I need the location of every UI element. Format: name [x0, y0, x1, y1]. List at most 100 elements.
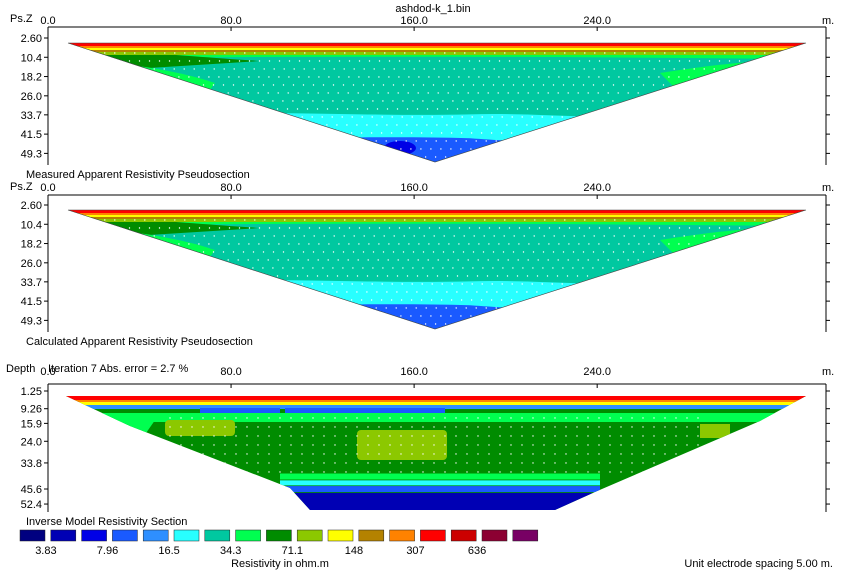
model-point	[378, 462, 380, 464]
model-point	[169, 462, 171, 464]
datum-point	[532, 100, 534, 102]
model-point	[422, 435, 424, 437]
datum-point	[321, 116, 323, 118]
datum-point	[524, 219, 526, 221]
datum-point	[248, 227, 251, 229]
datum-point	[542, 84, 545, 86]
panel-caption: Measured Apparent Resistivity Pseudosect…	[26, 169, 250, 181]
datum-point	[258, 60, 261, 62]
datum-point	[336, 275, 339, 277]
model-point	[290, 462, 292, 464]
model-point	[246, 417, 248, 419]
datum-point	[257, 92, 259, 94]
deep-blue-band	[280, 486, 600, 493]
datum-point	[612, 267, 614, 269]
model-point	[554, 453, 556, 455]
section-body	[68, 43, 806, 162]
y-tick-label: 10.4	[21, 219, 42, 231]
datum-point	[237, 92, 239, 94]
datum-point	[293, 68, 295, 70]
datum-point	[568, 76, 570, 78]
model-point	[631, 417, 633, 419]
datum-point	[304, 219, 306, 221]
datum-point	[408, 76, 410, 78]
datum-point	[368, 60, 371, 62]
deepest-layer	[280, 492, 600, 510]
model-point	[565, 435, 567, 437]
model-point	[224, 444, 226, 446]
x-tick-label: 240.0	[583, 366, 611, 378]
datum-point	[592, 267, 594, 269]
datum-point	[496, 124, 498, 126]
datum-point	[708, 60, 711, 62]
datum-point	[470, 132, 473, 134]
datum-point	[400, 132, 403, 134]
model-point	[675, 462, 677, 464]
datum-point	[507, 92, 509, 94]
datum-point	[452, 267, 454, 269]
datum-point	[467, 92, 469, 94]
datum-point	[228, 227, 231, 229]
datum-point	[364, 219, 366, 221]
datum-point	[262, 100, 264, 102]
datum-point	[183, 235, 185, 237]
datum-point	[375, 140, 377, 142]
datum-point	[372, 251, 375, 253]
datum-point	[307, 259, 309, 261]
datum-point	[412, 84, 415, 86]
datum-point	[644, 52, 646, 54]
surface-yellow	[68, 48, 806, 50]
datum-point	[502, 100, 504, 102]
model-point	[290, 453, 292, 455]
model-point	[510, 435, 512, 437]
model-point	[675, 444, 677, 446]
datum-point	[248, 60, 251, 62]
legend-swatch	[389, 529, 415, 542]
datum-point	[567, 259, 569, 261]
datum-point	[637, 259, 639, 261]
y-tick-label: 33.7	[21, 110, 42, 122]
model-point	[378, 426, 380, 428]
datum-point	[208, 243, 210, 245]
datum-point	[358, 60, 361, 62]
model-point	[422, 462, 424, 464]
datum-point	[573, 68, 575, 70]
model-point	[389, 462, 391, 464]
datum-point	[272, 251, 275, 253]
datum-point	[618, 227, 621, 229]
datum-point	[308, 60, 311, 62]
datum-point	[268, 76, 270, 78]
datum-point	[312, 267, 314, 269]
datum-point	[486, 108, 489, 110]
x-tick-label: 80.0	[220, 366, 241, 378]
datum-point	[430, 315, 432, 317]
datum-point	[448, 60, 451, 62]
datum-point	[481, 283, 483, 285]
datum-point	[603, 235, 605, 237]
model-point	[576, 471, 578, 473]
datum-point	[362, 84, 365, 86]
datum-point	[577, 92, 579, 94]
datum-point	[425, 140, 427, 142]
model-point	[213, 453, 215, 455]
datum-point	[368, 243, 370, 245]
datum-point	[506, 291, 508, 293]
datum-point	[502, 84, 505, 86]
model-point	[466, 453, 468, 455]
datum-point	[352, 267, 354, 269]
datum-point	[421, 283, 423, 285]
datum-point	[342, 267, 344, 269]
axis-label: Depth	[6, 363, 35, 375]
model-point	[400, 417, 402, 419]
datum-point	[688, 227, 691, 229]
datum-point	[164, 52, 166, 54]
datum-point	[465, 307, 467, 309]
datum-point	[438, 243, 440, 245]
model-point	[598, 426, 600, 428]
legend-value: 16.5	[158, 545, 179, 557]
datum-point	[366, 291, 368, 293]
datum-point	[262, 267, 264, 269]
datum-point	[684, 52, 686, 54]
datum-point	[198, 60, 201, 62]
datum-point	[212, 84, 215, 86]
